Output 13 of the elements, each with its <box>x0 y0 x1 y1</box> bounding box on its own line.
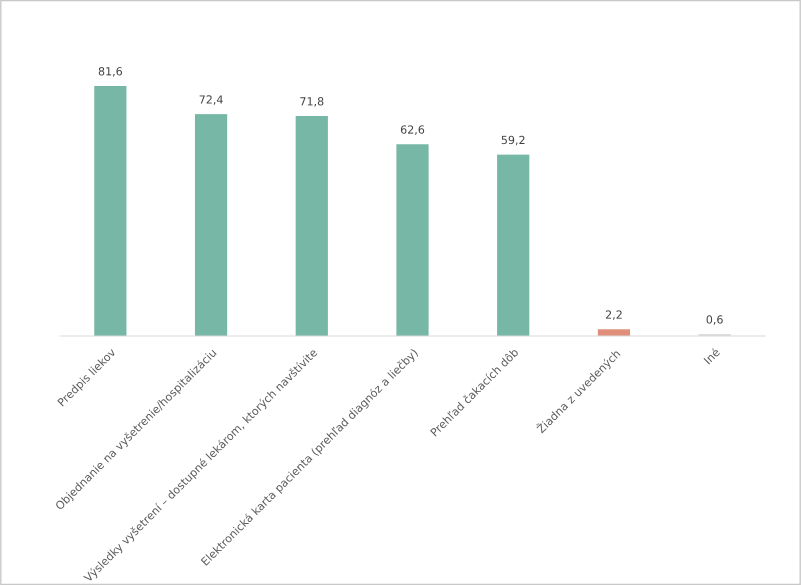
bar <box>296 116 328 336</box>
bar <box>194 114 228 336</box>
data-label: 71,8 <box>300 97 324 107</box>
data-label: 0,6 <box>706 315 723 325</box>
bar <box>396 144 429 336</box>
x-tick-label: Iné <box>702 347 720 365</box>
data-label: 72,4 <box>200 95 223 105</box>
data-label: 59,2 <box>502 136 524 146</box>
data-label: 62,6 <box>400 125 424 135</box>
data-label: 81,6 <box>98 67 122 77</box>
data-label: 2,2 <box>606 310 622 320</box>
bar <box>94 86 126 336</box>
bar <box>497 154 530 336</box>
